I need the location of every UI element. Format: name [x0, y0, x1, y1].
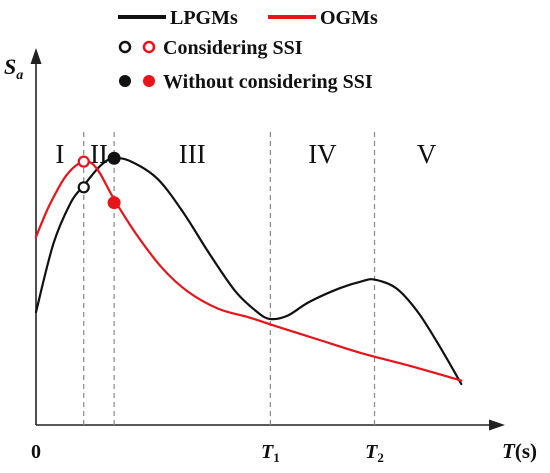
x-tick-t2-main: T — [365, 441, 378, 463]
x-axis-label: T(s) — [502, 439, 537, 463]
x-tick-origin-main: 0 — [31, 441, 41, 463]
marker-ogms-considering — [77, 155, 90, 168]
marker-ogms-without — [107, 196, 121, 210]
legend-considering-red-marker — [142, 40, 156, 54]
y-axis-label-sub: a — [16, 68, 23, 83]
region-labels: I II III IV V — [55, 139, 436, 169]
region-boundaries — [83, 132, 376, 425]
x-axis-label-unit: (s) — [515, 439, 537, 463]
x-tick-t1-sub: 1 — [273, 450, 280, 465]
x-tick-t2: T2 — [365, 441, 384, 465]
legend-without-black-marker — [119, 75, 131, 87]
axes — [30, 48, 505, 431]
region-label-1: I — [55, 139, 64, 169]
series — [34, 156, 463, 386]
x-tick-origin: 0 — [31, 441, 41, 463]
legend-without-red-marker — [143, 75, 155, 87]
legend-considering-label: Considering SSI — [163, 37, 303, 59]
legend-lpgms-label: LPGMs — [170, 7, 238, 29]
series-lpgms-line — [34, 156, 463, 386]
region-label-4: IV — [308, 139, 337, 169]
marker-lpgms-considering — [77, 181, 90, 194]
legend-without-label: Without considering SSI — [163, 71, 373, 93]
markers — [77, 151, 121, 210]
region-label-5: V — [417, 139, 437, 169]
legend: LPGMs OGMs Considering SSI Without consi… — [118, 7, 378, 93]
legend-ogms-label: OGMs — [320, 7, 378, 29]
x-tick-labels: 0 T1 T2 — [31, 441, 384, 465]
marker-lpgms-without — [107, 151, 121, 165]
x-tick-t1: T1 — [261, 441, 280, 465]
y-axis-label-main: S — [4, 54, 16, 79]
legend-considering-black-marker — [118, 40, 132, 54]
y-axis-label: Sa — [4, 54, 23, 83]
x-axis-label-main: T — [502, 439, 516, 463]
region-label-3: III — [179, 139, 206, 169]
x-tick-t2-sub: 2 — [377, 450, 384, 465]
series-ogms-line — [34, 160, 463, 382]
y-axis-arrow-icon — [30, 48, 42, 64]
region-label-2: II — [90, 139, 108, 169]
x-axis-arrow-icon — [489, 419, 505, 431]
x-tick-t1-main: T — [261, 441, 274, 463]
